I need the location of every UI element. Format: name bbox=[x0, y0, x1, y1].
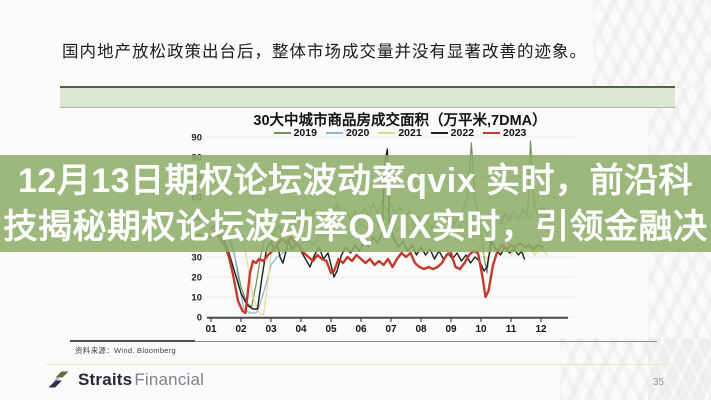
x-axis-tick-label: 12 bbox=[535, 324, 547, 335]
y-axis-tick-label: 30 bbox=[191, 253, 202, 264]
legend-swatch bbox=[430, 132, 448, 134]
x-axis-tick-label: 07 bbox=[385, 324, 397, 335]
company-logo: Straits Financial bbox=[46, 369, 204, 390]
x-axis-tick-label: 03 bbox=[265, 324, 277, 335]
y-axis-tick-label: 0 bbox=[197, 313, 202, 324]
section-bar bbox=[60, 86, 675, 108]
legend-label: 2023 bbox=[503, 127, 527, 139]
legend-swatch bbox=[325, 132, 343, 134]
x-axis-tick-label: 11 bbox=[506, 324, 517, 335]
chart-title: 30大中城市商品房成交面积（万平米,7DMA） bbox=[253, 113, 547, 129]
legend-label: 2020 bbox=[345, 127, 370, 139]
legend-label: 2021 bbox=[398, 127, 422, 139]
source-divider-strong bbox=[70, 340, 195, 342]
straits-financial-logo-icon bbox=[48, 371, 69, 388]
legend-item-2021: 2021 bbox=[378, 127, 422, 139]
legend-item-2020: 2020 bbox=[325, 127, 370, 139]
source-divider bbox=[70, 341, 657, 342]
y-axis-tick-label: 20 bbox=[191, 273, 202, 284]
series-line-2023 bbox=[209, 229, 544, 315]
promo-overlay-title-line1: 12月13日期权论坛波动率qvix 实时，前沿科 bbox=[17, 161, 694, 200]
promo-overlay-title-line2: 技揭秘期权论坛波动率QVIX实时，引领金融决 bbox=[3, 207, 708, 246]
chart-legend: 2019 2020 2021 2022 2023 bbox=[170, 127, 630, 139]
legend-item-2019: 2019 bbox=[273, 127, 317, 139]
source-note: 资料来源：Wind, Bloomberg bbox=[75, 346, 177, 355]
x-axis-tick-label: 10 bbox=[475, 324, 487, 335]
x-axis-tick-label: 06 bbox=[355, 324, 367, 335]
x-axis-tick-label: 02 bbox=[235, 324, 247, 335]
legend-item-2023: 2023 bbox=[483, 127, 526, 139]
x-axis-tick-label: 08 bbox=[415, 324, 427, 335]
legend-item-2022: 2022 bbox=[430, 127, 475, 139]
x-axis-tick-label: 04 bbox=[295, 324, 307, 335]
y-axis-tick-label: 10 bbox=[191, 293, 202, 304]
x-axis-tick-label: 01 bbox=[205, 324, 217, 335]
legend-swatch bbox=[273, 132, 291, 134]
watermark-pattern bbox=[593, 0, 711, 88]
company-logo-text: Straits Financial bbox=[78, 370, 204, 390]
promo-overlay-banner: 12月13日期权论坛波动率qvix 实时，前沿科 技揭秘期权论坛波动率QVIX实… bbox=[0, 155, 711, 252]
brand-name-bold: Straits bbox=[78, 369, 133, 389]
legend-swatch bbox=[483, 132, 501, 134]
watermark-pattern bbox=[560, 338, 711, 400]
x-axis-tick-label: 09 bbox=[445, 324, 457, 335]
slide-heading: 国内地产放松政策出台后，整体市场成交量并没有显著改善的迹象。 bbox=[62, 42, 587, 61]
legend-label: 2022 bbox=[450, 127, 475, 139]
x-axis-tick-label: 05 bbox=[325, 324, 337, 335]
brand-name-light: Financial bbox=[134, 369, 205, 389]
footer-divider bbox=[46, 364, 670, 365]
legend-label: 2019 bbox=[293, 127, 317, 139]
page-number: 35 bbox=[652, 377, 664, 388]
y-axis-tick-label: 90 bbox=[191, 133, 202, 144]
legend-swatch bbox=[378, 132, 396, 134]
